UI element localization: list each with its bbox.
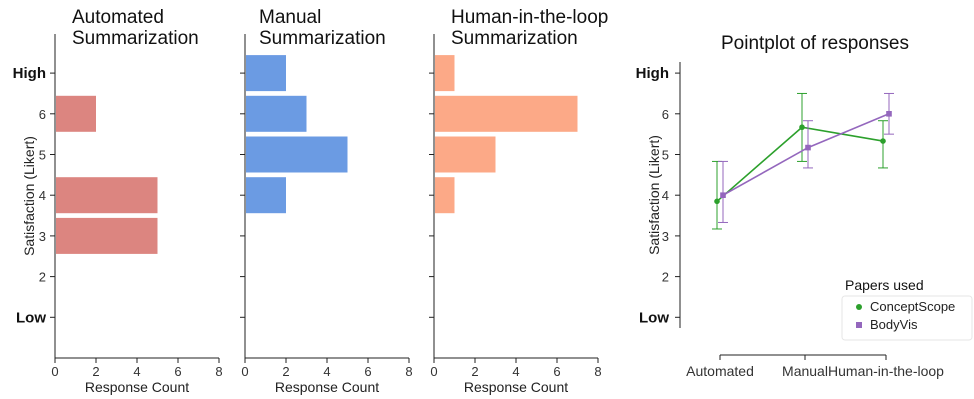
panel1-bar-6 bbox=[56, 95, 96, 132]
ytick-label-low: Low bbox=[16, 309, 46, 326]
panel3-xtick-label: 6 bbox=[553, 364, 560, 379]
legend-marker-conceptscope bbox=[856, 304, 862, 310]
bodyvis-point bbox=[886, 111, 892, 117]
panel1-xtick-label: 6 bbox=[174, 364, 181, 379]
pointplot-ytick-label-low: Low bbox=[639, 309, 669, 326]
pointplot-ytick-label-4: 4 bbox=[662, 188, 669, 203]
panel1-ylabel: Satisfaction (Likert) bbox=[21, 136, 37, 256]
panel3-bar-6 bbox=[435, 95, 578, 132]
panel1-xtick-label: 2 bbox=[92, 364, 99, 379]
conceptscope-point bbox=[714, 198, 720, 205]
ytick-label-6: 6 bbox=[39, 107, 46, 122]
panel1-bar-4 bbox=[56, 177, 158, 214]
ytick-label-5: 5 bbox=[39, 148, 46, 163]
pointplot-xtick-label-0: Automated bbox=[686, 363, 754, 379]
panel2-bar-6 bbox=[246, 95, 307, 132]
panel2-title-line: Summarization bbox=[259, 28, 386, 49]
panel1-xtick-label: 8 bbox=[215, 364, 222, 379]
conceptscope-point bbox=[880, 138, 886, 144]
legend-label-conceptscope: ConceptScope bbox=[870, 299, 955, 314]
panel3-xlabel: Response Count bbox=[464, 379, 568, 395]
pointplot-ylabel: Satisfaction (Likert) bbox=[646, 135, 662, 255]
pointplot-ytick-label-3: 3 bbox=[662, 229, 669, 244]
ytick-label-4: 4 bbox=[39, 188, 46, 203]
panel3-xtick-label: 2 bbox=[471, 364, 478, 379]
panel2-xtick-label: 2 bbox=[282, 364, 289, 379]
panel2-xtick-label: 4 bbox=[323, 364, 330, 379]
panel1-xtick-label: 4 bbox=[133, 364, 140, 379]
panel2-title-line: Manual bbox=[259, 7, 321, 28]
legend-marker-bodyvis bbox=[856, 322, 862, 328]
panel3-bar-5 bbox=[435, 136, 496, 173]
bodyvis-line bbox=[722, 113, 890, 196]
panel3-bar-4 bbox=[435, 177, 455, 214]
panel2-bar-high bbox=[246, 55, 286, 92]
bodyvis-point bbox=[720, 192, 726, 198]
pointplot-xtick-label-2: Human-in-the-loop bbox=[828, 363, 944, 379]
ytick-label-high: High bbox=[13, 65, 46, 82]
panel3-xtick-label: 8 bbox=[594, 364, 601, 379]
panel2-bar-4 bbox=[246, 177, 286, 214]
legend-title: Papers used bbox=[845, 277, 924, 293]
panel3-title-line: Summarization bbox=[451, 28, 578, 49]
conceptscope-line bbox=[716, 126, 884, 202]
panel1-xtick-label: 0 bbox=[51, 364, 58, 379]
panel3-xtick-label: 4 bbox=[512, 364, 519, 379]
panel2-xtick-label: 0 bbox=[241, 364, 248, 379]
panel1-xlabel: Response Count bbox=[85, 379, 189, 395]
legend-box bbox=[841, 295, 973, 341]
panel2-xtick-label: 8 bbox=[405, 364, 412, 379]
legend-label-bodyvis: BodyVis bbox=[870, 317, 918, 332]
ytick-label-2: 2 bbox=[39, 270, 46, 285]
ytick-label-3: 3 bbox=[39, 229, 46, 244]
pointplot-ytick-label-high: High bbox=[636, 65, 669, 82]
panel2-xlabel: Response Count bbox=[275, 379, 379, 395]
panel1-title-line: Summarization bbox=[72, 28, 199, 49]
bodyvis-point bbox=[805, 144, 811, 151]
panel1-bar-3 bbox=[56, 217, 158, 254]
pointplot-ytick-label-6: 6 bbox=[662, 107, 669, 122]
pointplot-title: Pointplot of responses bbox=[721, 33, 909, 54]
panel2-xtick-label: 6 bbox=[364, 364, 371, 379]
pointplot-ytick-label-5: 5 bbox=[662, 148, 669, 163]
pointplot-xtick-label-1: Manual bbox=[782, 363, 828, 379]
panel1-title-line: Automated bbox=[72, 7, 164, 28]
panel2-bar-5 bbox=[246, 136, 348, 173]
panel3-bar-high bbox=[435, 55, 455, 92]
panel3-xtick-label: 0 bbox=[430, 364, 437, 379]
pointplot-ytick-label-2: 2 bbox=[662, 270, 669, 285]
conceptscope-point bbox=[799, 124, 805, 131]
panel3-title-line: Human-in-the-loop bbox=[451, 7, 608, 28]
